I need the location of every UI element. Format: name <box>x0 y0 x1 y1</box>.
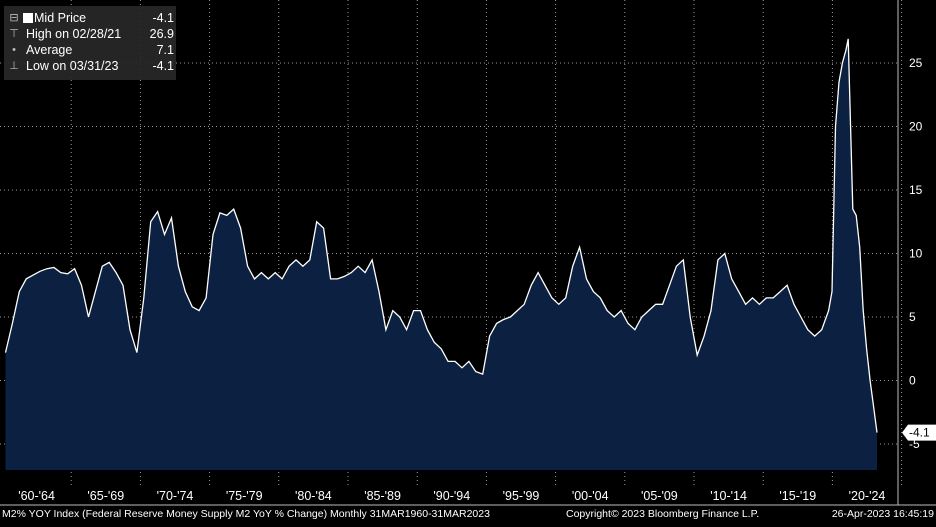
x-tick-label: '80-'84 <box>295 489 332 503</box>
last-value-marker: -4.1 <box>902 424 936 441</box>
footer-bar: M2% YOY Index (Federal Reserve Money Sup… <box>0 506 936 522</box>
y-tick-label: -5 <box>909 437 920 451</box>
legend-row-mid-price: ⊟ Mid Price -4.1 <box>4 10 176 26</box>
x-tick-label: '85-'89 <box>364 489 401 503</box>
x-tick-label: '15-'19 <box>779 489 816 503</box>
x-tick-label: '95-'99 <box>503 489 540 503</box>
legend-value: 26.9 <box>149 27 174 41</box>
grid-lines <box>0 0 936 506</box>
high-marker-icon: ⊤ <box>9 28 19 40</box>
legend-row-low: ⊥ Low on 03/31/23 -4.1 <box>4 58 176 74</box>
legend-row-average: • Average 7.1 <box>4 42 176 58</box>
legend-row-high: ⊤ High on 02/28/21 26.9 <box>4 26 176 42</box>
average-marker-icon: • <box>12 44 16 56</box>
legend-value: -4.1 <box>152 59 174 73</box>
x-tick-label: '05-'09 <box>641 489 678 503</box>
series-description: M2% YOY Index (Federal Reserve Money Sup… <box>2 508 490 520</box>
x-axis-tick-labels: '60-'64 '65-'69 '70-'74 '75-'79 '80-'84 '85-'… <box>18 489 885 503</box>
timestamp: 26-Apr-2023 16:45:19 <box>831 508 934 520</box>
y-axis-tick-labels: 25 20 15 10 5 0 -5 <box>909 56 923 451</box>
y-tick-label: 15 <box>909 183 923 197</box>
x-tick-label: '00-'04 <box>572 489 609 503</box>
legend-label: Mid Price <box>34 11 87 25</box>
y-tick-label: 10 <box>909 247 923 261</box>
legend-label: Low on 03/31/23 <box>26 59 119 73</box>
mid-price-swatch <box>23 13 33 23</box>
y-tick-label: 0 <box>909 374 916 388</box>
x-tick-label: '90-'94 <box>433 489 470 503</box>
copyright-text: Copyright© 2023 Bloomberg Finance L.P. <box>566 508 760 520</box>
low-marker-icon: ⊥ <box>9 60 19 72</box>
series-area-fill <box>5 38 878 471</box>
x-tick-label: '75-'79 <box>226 489 263 503</box>
x-tick-label: '65-'69 <box>87 489 124 503</box>
legend-label: High on 02/28/21 <box>26 27 122 41</box>
legend-value: -4.1 <box>152 11 174 25</box>
x-tick-label: '70-'74 <box>157 489 194 503</box>
x-tick-label: '20-'24 <box>849 489 886 503</box>
collapse-icon[interactable]: ⊟ <box>9 12 19 24</box>
x-tick-label: '60-'64 <box>18 489 55 503</box>
legend-label: Average <box>26 43 73 57</box>
legend-box: ⊟ Mid Price -4.1 ⊤ High on 02/28/21 26.9… <box>4 6 176 80</box>
series-line <box>4 38 878 433</box>
last-value-tag <box>902 424 936 441</box>
x-tick-label: '10-'14 <box>710 489 747 503</box>
last-value-label: -4.1 <box>909 426 930 440</box>
y-tick-label: 25 <box>909 56 923 70</box>
y-tick-label: 5 <box>909 310 916 324</box>
y-tick-label: 20 <box>909 120 923 134</box>
legend-value: 7.1 <box>156 43 174 57</box>
